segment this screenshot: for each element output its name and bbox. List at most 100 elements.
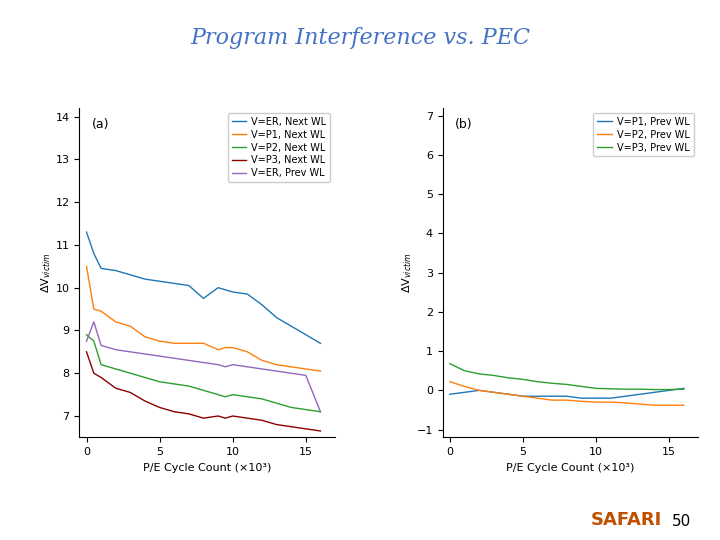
V=P2, Next WL	[287, 404, 295, 411]
V=P1, Next WL	[140, 334, 149, 340]
V=P3, Next WL	[272, 421, 281, 428]
V=P2, Next WL	[272, 400, 281, 407]
V=P1, Prev WL	[592, 395, 600, 401]
V=ER, Prev WL	[272, 368, 281, 374]
V=P2, Next WL	[316, 408, 325, 415]
V=P3, Next WL	[302, 426, 310, 432]
Line: V=P1, Next WL: V=P1, Next WL	[86, 266, 320, 371]
V=P2, Prev WL	[606, 399, 615, 406]
V=P3, Next WL	[156, 404, 164, 411]
V=P2, Next WL	[140, 374, 149, 381]
X-axis label: P/E Cycle Count (×10³): P/E Cycle Count (×10³)	[506, 463, 634, 472]
V=ER, Prev WL	[302, 372, 310, 379]
V=P1, Prev WL	[680, 385, 688, 392]
V=P3, Next WL	[89, 370, 98, 376]
V=P3, Next WL	[221, 415, 230, 421]
Legend: V=ER, Next WL, V=P1, Next WL, V=P2, Next WL, V=P3, Next WL, V=ER, Prev WL: V=ER, Next WL, V=P1, Next WL, V=P2, Next…	[228, 113, 330, 183]
V=P2, Next WL	[243, 394, 252, 400]
V=ER, Next WL	[302, 332, 310, 338]
V=ER, Next WL	[258, 301, 266, 308]
V=P2, Prev WL	[592, 399, 600, 406]
V=ER, Prev WL	[214, 361, 222, 368]
V=ER, Prev WL	[170, 355, 179, 361]
V=P1, Prev WL	[474, 387, 483, 394]
V=ER, Next WL	[89, 250, 98, 256]
V=P2, Prev WL	[474, 387, 483, 394]
V=P1, Prev WL	[548, 393, 557, 400]
V=ER, Prev WL	[156, 353, 164, 359]
Text: (b): (b)	[455, 118, 473, 131]
V=ER, Prev WL	[184, 357, 193, 363]
V=P1, Prev WL	[534, 393, 542, 400]
Text: Program Interference vs. PEC: Program Interference vs. PEC	[190, 27, 530, 49]
V=P3, Prev WL	[504, 375, 513, 381]
V=P2, Next WL	[184, 383, 193, 389]
Line: V=P2, Prev WL: V=P2, Prev WL	[450, 382, 684, 405]
V=P3, Prev WL	[534, 379, 542, 385]
V=P3, Next WL	[184, 410, 193, 417]
V=P3, Next WL	[140, 398, 149, 404]
V=ER, Next WL	[221, 287, 230, 293]
Line: V=ER, Next WL: V=ER, Next WL	[86, 232, 320, 343]
V=P3, Next WL	[228, 413, 237, 419]
V=P2, Prev WL	[518, 393, 527, 400]
V=P2, Next WL	[170, 381, 179, 387]
V=P1, Next WL	[258, 357, 266, 363]
V=P1, Prev WL	[606, 395, 615, 401]
V=P1, Next WL	[199, 340, 208, 347]
V=ER, Next WL	[140, 276, 149, 282]
V=P1, Prev WL	[562, 393, 571, 400]
V=P3, Prev WL	[606, 386, 615, 392]
Text: 50: 50	[672, 514, 691, 529]
V=P1, Next WL	[184, 340, 193, 347]
V=P3, Prev WL	[592, 385, 600, 392]
V=P2, Prev WL	[680, 402, 688, 408]
V=P3, Next WL	[258, 417, 266, 423]
V=P3, Prev WL	[650, 386, 659, 393]
V=P3, Prev WL	[460, 368, 469, 374]
Line: V=P3, Next WL: V=P3, Next WL	[86, 352, 320, 431]
Text: SAFARI: SAFARI	[590, 511, 662, 529]
V=P2, Prev WL	[650, 402, 659, 408]
V=ER, Prev WL	[140, 351, 149, 357]
V=ER, Prev WL	[221, 363, 230, 370]
V=P3, Prev WL	[665, 386, 673, 393]
V=P2, Prev WL	[636, 401, 644, 407]
V=ER, Prev WL	[316, 408, 325, 415]
V=ER, Next WL	[272, 314, 281, 321]
V=P1, Next WL	[287, 363, 295, 370]
V=ER, Next WL	[156, 278, 164, 285]
V=ER, Prev WL	[287, 370, 295, 376]
V=ER, Prev WL	[199, 359, 208, 366]
V=ER, Prev WL	[258, 366, 266, 372]
Text: (a): (a)	[92, 118, 109, 131]
Legend: V=P1, Prev WL, V=P2, Prev WL, V=P3, Prev WL: V=P1, Prev WL, V=P2, Prev WL, V=P3, Prev…	[593, 113, 693, 157]
V=P2, Next WL	[228, 392, 237, 398]
V=P3, Next WL	[287, 423, 295, 430]
V=P3, Next WL	[82, 349, 91, 355]
V=P1, Prev WL	[621, 393, 629, 400]
V=P1, Prev WL	[490, 389, 498, 395]
V=P3, Next WL	[96, 374, 105, 381]
V=P2, Prev WL	[577, 398, 586, 404]
Line: V=P2, Next WL: V=P2, Next WL	[86, 335, 320, 411]
V=P3, Next WL	[316, 428, 325, 434]
V=ER, Next WL	[170, 280, 179, 287]
V=P2, Next WL	[302, 407, 310, 413]
V=ER, Next WL	[287, 323, 295, 329]
V=P1, Next WL	[112, 319, 120, 325]
V=P1, Prev WL	[446, 391, 454, 397]
V=P2, Prev WL	[548, 397, 557, 403]
V=ER, Next WL	[228, 289, 237, 295]
V=P3, Prev WL	[621, 386, 629, 393]
V=P2, Prev WL	[534, 395, 542, 401]
V=P2, Next WL	[96, 361, 105, 368]
V=P2, Prev WL	[621, 400, 629, 406]
V=P2, Prev WL	[446, 379, 454, 385]
V=ER, Next WL	[82, 229, 91, 235]
V=P2, Next WL	[258, 396, 266, 402]
V=P1, Prev WL	[460, 389, 469, 395]
V=ER, Next WL	[214, 285, 222, 291]
V=P3, Prev WL	[490, 372, 498, 379]
Line: V=ER, Prev WL: V=ER, Prev WL	[86, 322, 320, 411]
